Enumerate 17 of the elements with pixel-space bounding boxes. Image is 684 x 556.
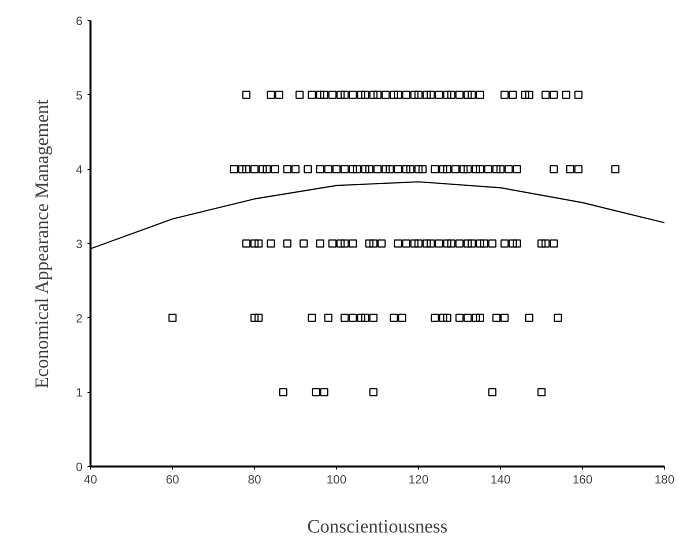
x-tick-label: 180 <box>654 472 675 486</box>
x-tick-label: 40 <box>84 472 98 486</box>
y-tick-label: 6 <box>76 14 83 28</box>
x-tick-label: 100 <box>326 472 347 486</box>
y-tick-label: 1 <box>76 386 83 400</box>
y-tick-label: 2 <box>76 311 83 326</box>
y-tick-label: 3 <box>76 237 83 251</box>
x-tick-label: 160 <box>572 472 593 486</box>
x-tick-label: 140 <box>490 472 511 486</box>
y-tick-label: 5 <box>76 88 83 102</box>
x-tick-label: 80 <box>248 472 262 486</box>
x-tick-label: 120 <box>408 472 429 486</box>
y-tick-label: 0 <box>76 460 83 474</box>
x-tick-label: 60 <box>166 472 180 486</box>
x-axis-title: Conscientiousness <box>307 516 448 538</box>
y-tick-label: 4 <box>76 162 83 177</box>
y-axis-title: Economical Appearance Management <box>32 98 53 389</box>
